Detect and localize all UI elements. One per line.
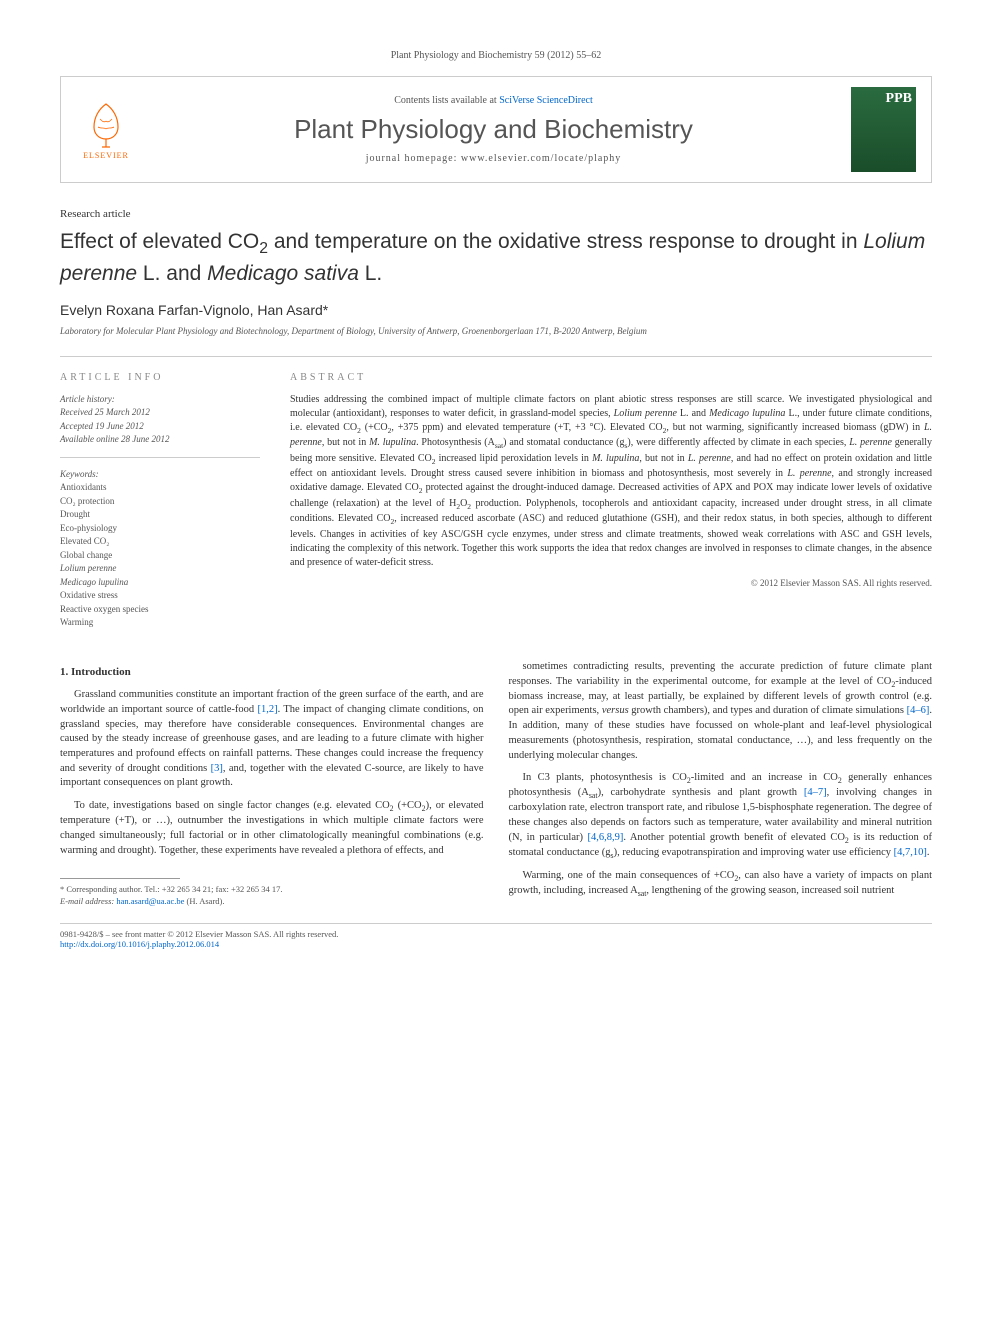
body-paragraph: sometimes contradicting results, prevent… — [509, 660, 933, 763]
info-abstract-row: ARTICLE INFO Article history: Received 2… — [60, 356, 932, 630]
elsevier-logo[interactable]: ELSEVIER — [76, 95, 136, 165]
keyword: Oxidative stress — [60, 589, 260, 603]
corr-author-line: * Corresponding author. Tel.: +32 265 34… — [60, 884, 484, 896]
body-paragraph: To date, investigations based on single … — [60, 799, 484, 858]
footer: 0981-9428/$ – see front matter © 2012 El… — [60, 923, 932, 949]
authors: Evelyn Roxana Farfan-Vignolo, Han Asard* — [60, 302, 932, 318]
keyword: Elevated CO₂ — [60, 535, 260, 549]
masthead-center: Contents lists available at SciVerse Sci… — [151, 95, 836, 164]
keyword: Lolium perenne — [60, 562, 260, 576]
accepted-date: Accepted 19 June 2012 — [60, 420, 260, 434]
keyword: Antioxidants — [60, 481, 260, 495]
email-suffix: (H. Asard). — [184, 896, 224, 906]
masthead: ELSEVIER Contents lists available at Sci… — [60, 76, 932, 183]
footnote-separator — [60, 878, 180, 879]
article-type: Research article — [60, 208, 932, 220]
body-paragraph: In C3 plants, photosynthesis is CO2-limi… — [509, 771, 933, 861]
keyword: Global change — [60, 549, 260, 563]
keyword: Warming — [60, 616, 260, 630]
cover-label: PPB — [886, 91, 912, 107]
corresponding-author-footnote: * Corresponding author. Tel.: +32 265 34… — [60, 884, 484, 908]
journal-title: Plant Physiology and Biochemistry — [151, 114, 836, 145]
article-info-heading: ARTICLE INFO — [60, 372, 260, 383]
sciencedirect-link[interactable]: SciVerse ScienceDirect — [499, 95, 593, 106]
body-columns: 1. Introduction Grassland communities co… — [60, 660, 932, 908]
article-history: Article history: Received 25 March 2012 … — [60, 393, 260, 458]
copyright-line: © 2012 Elsevier Masson SAS. All rights r… — [290, 578, 932, 588]
keyword: CO₂ protection — [60, 495, 260, 509]
email-link[interactable]: han.asard@ua.ac.be — [116, 896, 184, 906]
elsevier-tree-icon — [84, 99, 129, 149]
section-heading: 1. Introduction — [60, 665, 484, 680]
article-title: Effect of elevated CO2 and temperature o… — [60, 228, 932, 287]
abstract-text: Studies addressing the combined impact o… — [290, 393, 932, 570]
issn-line: 0981-9428/$ – see front matter © 2012 El… — [60, 929, 338, 939]
homepage-line: journal homepage: www.elsevier.com/locat… — [151, 153, 836, 164]
column-left: 1. Introduction Grassland communities co… — [60, 660, 484, 908]
abstract-heading: ABSTRACT — [290, 372, 932, 383]
footer-left: 0981-9428/$ – see front matter © 2012 El… — [60, 929, 338, 949]
keywords-block: Keywords: Antioxidants CO₂ protection Dr… — [60, 468, 260, 630]
abstract-column: ABSTRACT Studies addressing the combined… — [290, 372, 932, 630]
keywords-label: Keywords: — [60, 468, 260, 482]
keyword: Drought — [60, 508, 260, 522]
affiliation: Laboratory for Molecular Plant Physiolog… — [60, 326, 932, 336]
keyword: Eco-physiology — [60, 522, 260, 536]
body-paragraph: Warming, one of the main consequences of… — [509, 869, 933, 899]
contents-line: Contents lists available at SciVerse Sci… — [151, 95, 836, 106]
doi-link[interactable]: http://dx.doi.org/10.1016/j.plaphy.2012.… — [60, 939, 219, 949]
online-date: Available online 28 June 2012 — [60, 433, 260, 447]
keyword: Reactive oxygen species — [60, 603, 260, 617]
received-date: Received 25 March 2012 — [60, 406, 260, 420]
homepage-url[interactable]: www.elsevier.com/locate/plaphy — [461, 153, 621, 164]
email-label: E-mail address: — [60, 896, 116, 906]
contents-prefix: Contents lists available at — [394, 95, 499, 106]
article-info: ARTICLE INFO Article history: Received 2… — [60, 372, 260, 630]
keyword: Medicago lupulina — [60, 576, 260, 590]
column-right: sometimes contradicting results, prevent… — [509, 660, 933, 908]
running-header: Plant Physiology and Biochemistry 59 (20… — [60, 50, 932, 61]
history-label: Article history: — [60, 393, 260, 407]
body-paragraph: Grassland communities constitute an impo… — [60, 688, 484, 791]
homepage-prefix: journal homepage: — [366, 153, 461, 164]
page-container: Plant Physiology and Biochemistry 59 (20… — [0, 0, 992, 999]
journal-cover-thumb[interactable]: PPB — [851, 87, 916, 172]
elsevier-label: ELSEVIER — [83, 151, 129, 160]
